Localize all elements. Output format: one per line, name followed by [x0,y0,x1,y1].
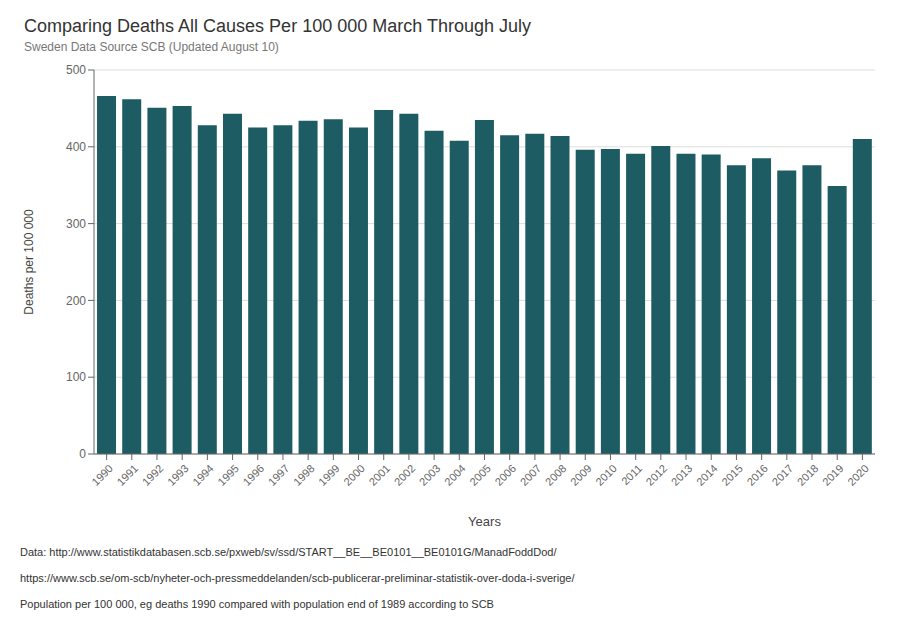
svg-text:2013: 2013 [669,462,695,488]
svg-text:1996: 1996 [240,462,266,488]
svg-text:2000: 2000 [341,462,367,488]
svg-text:2018: 2018 [795,462,821,488]
svg-text:2008: 2008 [543,462,569,488]
svg-text:2019: 2019 [820,462,846,488]
html-text:Sweden Data Source SCB (Update: Sweden Data Source SCB (Updated August 1… [24,40,279,54]
svg-text:1994: 1994 [190,462,216,488]
svg-text:2003: 2003 [417,462,443,488]
svg-text:200: 200 [66,294,86,308]
html-text:https://www.scb.se/om-scb/nyhe: https://www.scb.se/om-scb/nyheter-och-pr… [20,572,575,584]
svg-text:100: 100 [66,370,86,384]
svg-text:2001: 2001 [366,462,392,488]
svg-text:2010: 2010 [593,462,619,488]
svg-text:300: 300 [66,217,86,231]
svg-text:2009: 2009 [568,462,594,488]
svg-text:1995: 1995 [215,462,241,488]
svg-text:1997: 1997 [266,462,292,488]
svg-text:500: 500 [66,63,86,77]
svg-text:1990: 1990 [89,462,115,488]
html-text:Comparing Deaths All Causes Pe: Comparing Deaths All Causes Per 100 000 … [24,16,531,36]
svg-text:2016: 2016 [744,462,770,488]
svg-text:2015: 2015 [719,462,745,488]
svg-text:2020: 2020 [845,462,871,488]
svg-text:2005: 2005 [467,462,493,488]
svg-text:2006: 2006 [492,462,518,488]
svg-text:1993: 1993 [165,462,191,488]
svg-text:2011: 2011 [619,462,644,487]
svg-text:1998: 1998 [291,462,317,488]
svg-text:2012: 2012 [644,462,670,488]
svg-text:1992: 1992 [140,462,166,488]
svg-text:2014: 2014 [694,462,720,488]
svg-text:400: 400 [66,140,86,154]
html-text:Data: http://www.statistikdata: Data: http://www.statistikdatabasen.scb.… [20,546,557,558]
html-text:Population per 100 000, eg dea: Population per 100 000, eg deaths 1990 c… [20,598,494,610]
svg-text:2017: 2017 [770,462,796,488]
svg-text:1999: 1999 [316,462,342,488]
svg-text:2002: 2002 [392,462,418,488]
svg-text:2004: 2004 [442,462,468,488]
svg-text:1991: 1991 [114,462,140,488]
svg-text:0: 0 [79,447,86,461]
svg-text:Deaths per 100 000: Deaths per 100 000 [22,209,36,315]
svg-text:2007: 2007 [518,462,544,488]
svg-text:Years: Years [468,514,501,529]
